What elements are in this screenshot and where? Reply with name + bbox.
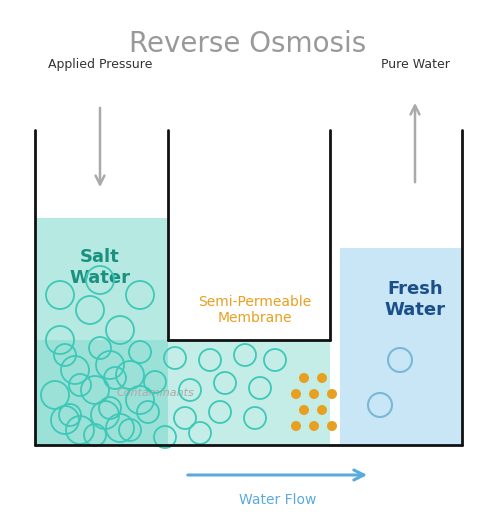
Text: Pure Water: Pure Water xyxy=(381,58,449,71)
Circle shape xyxy=(317,405,327,415)
Text: Fresh
Water: Fresh Water xyxy=(385,280,446,319)
Text: Reverse Osmosis: Reverse Osmosis xyxy=(129,30,366,58)
Circle shape xyxy=(327,389,337,399)
Bar xyxy=(340,248,462,445)
Text: Applied Pressure: Applied Pressure xyxy=(48,58,152,71)
Circle shape xyxy=(309,389,319,399)
Circle shape xyxy=(299,373,309,383)
Circle shape xyxy=(291,421,301,431)
Text: Semi-Permeable
Membrane: Semi-Permeable Membrane xyxy=(198,295,312,325)
Text: Water Flow: Water Flow xyxy=(239,493,317,507)
Bar xyxy=(35,340,330,445)
Circle shape xyxy=(317,373,327,383)
Circle shape xyxy=(299,405,309,415)
Bar xyxy=(35,218,168,445)
Circle shape xyxy=(291,389,301,399)
Text: Contaminants: Contaminants xyxy=(116,388,194,398)
Circle shape xyxy=(309,421,319,431)
Text: Salt
Water: Salt Water xyxy=(69,248,131,287)
Circle shape xyxy=(327,421,337,431)
